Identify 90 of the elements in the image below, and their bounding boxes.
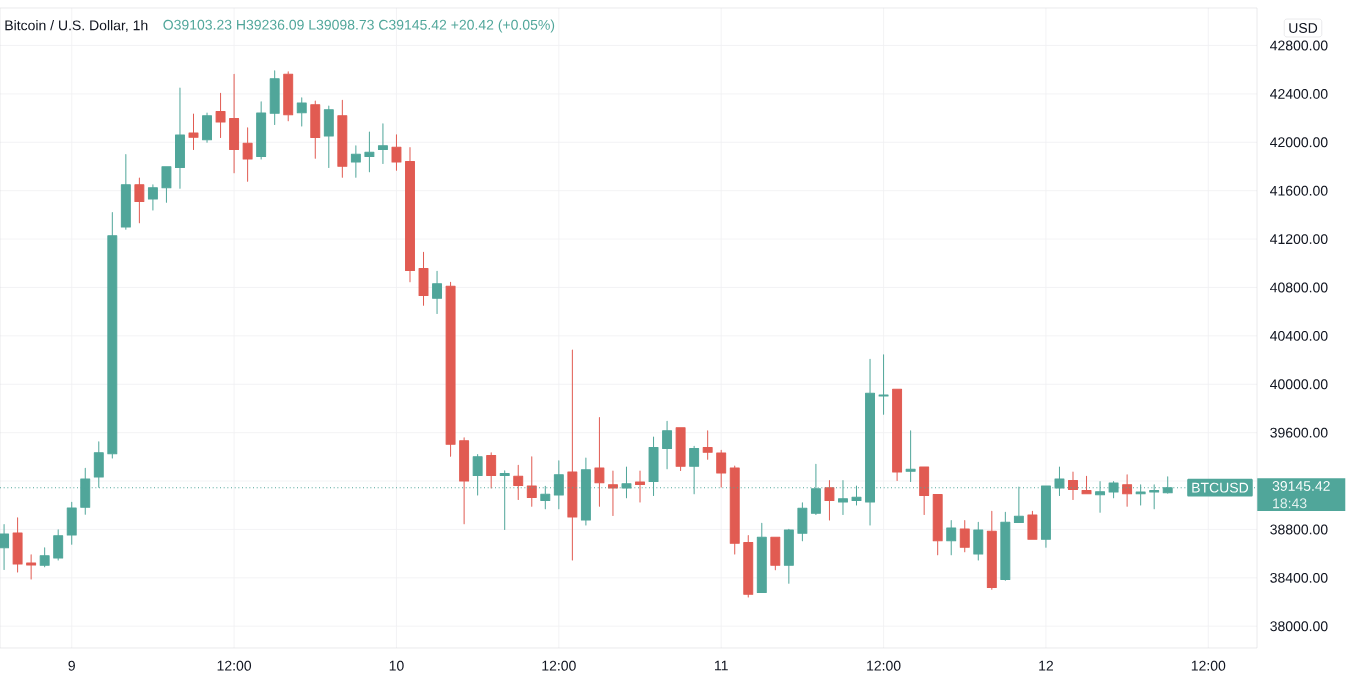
- x-tick-label: 12:00: [542, 660, 576, 671]
- candlestick: [350, 145, 361, 178]
- y-tick-label: 42800.00: [1270, 40, 1328, 51]
- candlestick: [1000, 511, 1011, 581]
- candlestick: [878, 354, 889, 415]
- candlestick: [377, 123, 388, 164]
- text: USD: [1289, 23, 1318, 33]
- candlestick: [134, 177, 145, 224]
- candlestick: [445, 281, 456, 457]
- candlestick: [1122, 474, 1133, 507]
- x-tick-label: 12:00: [217, 660, 252, 671]
- candlestick: [53, 529, 64, 561]
- candlestick: [391, 134, 402, 171]
- candlestick: [323, 105, 334, 169]
- x-tick-label: 9: [68, 660, 75, 671]
- candlestick: [824, 479, 835, 521]
- candlestick: [66, 501, 77, 545]
- y-tick-label: 38000.00: [1270, 621, 1328, 632]
- candlestick: [973, 521, 984, 561]
- text: O39103.23 H39236.09 L39098.73 C39145.42 +20.42 (+0.05%): [163, 19, 555, 33]
- candlestick: [567, 349, 578, 561]
- y-tick-label: 42400.00: [1270, 88, 1328, 99]
- y-tick-label: 39600.00: [1270, 427, 1328, 438]
- candlestick: [107, 211, 118, 459]
- candlestick: [729, 465, 740, 555]
- candlestick: [756, 522, 767, 594]
- y-tick-label: 38800.00: [1270, 524, 1328, 535]
- candlestick: [486, 452, 497, 489]
- y-tick-label: 40000.00: [1270, 379, 1328, 390]
- x-tick-label: 11: [715, 660, 728, 671]
- text: Bitcoin / U.S. Dollar, 1h: [5, 20, 148, 32]
- candlestick: [716, 449, 727, 488]
- y-tick-label: 42000.00: [1270, 137, 1328, 148]
- x-tick-label: 12:00: [867, 660, 901, 671]
- y-tick-label: 38400.00: [1270, 572, 1328, 583]
- y-tick-label: 41200.00: [1270, 234, 1328, 245]
- candlestick: [932, 493, 943, 556]
- candlestick: [269, 70, 280, 125]
- candlestick: [418, 251, 429, 306]
- x-tick-label: 12:00: [1191, 660, 1226, 671]
- candlestick: [0, 524, 10, 570]
- candlestick: [256, 101, 267, 160]
- text: 18:43: [1273, 498, 1307, 509]
- candlestick: [513, 464, 524, 500]
- candlestick: [283, 71, 294, 122]
- candlestick: [783, 528, 794, 584]
- candlestick: [188, 113, 199, 151]
- candlestick: [770, 536, 781, 571]
- candlestick: [946, 520, 957, 556]
- candlestick: [526, 456, 537, 507]
- candlestick: [905, 430, 916, 482]
- candlestick: [364, 131, 375, 173]
- candlestick: [986, 510, 997, 590]
- candlestick: [120, 153, 131, 230]
- candlestick: [635, 470, 645, 503]
- candlestick: [459, 437, 470, 525]
- candlestick: [1081, 475, 1092, 495]
- y-tick-label: 40800.00: [1270, 282, 1328, 293]
- candlestick: [432, 270, 443, 314]
- candlestick: [594, 416, 605, 507]
- x-tick-label: 12: [1039, 660, 1053, 671]
- candlestick: [26, 554, 37, 580]
- candlestick: [310, 100, 321, 159]
- candlestick: [337, 99, 348, 178]
- candlestick: [405, 146, 415, 283]
- y-tick-label: 40400.00: [1270, 330, 1328, 341]
- ref-line-label: BTCUSD: [1192, 482, 1249, 493]
- candlestick: [675, 427, 686, 471]
- candlestick: [215, 92, 226, 138]
- candlestick: [161, 166, 172, 203]
- candlestick: [1068, 471, 1078, 500]
- candlestick: [296, 97, 307, 127]
- candlestick: [1027, 510, 1038, 540]
- candlestick: [229, 73, 240, 174]
- x-tick-label: 10: [389, 660, 404, 671]
- candlestick: [12, 517, 23, 573]
- candlestick: [892, 388, 903, 481]
- candlestick: [175, 87, 185, 189]
- candlestick: [202, 112, 212, 143]
- candlestick: [39, 547, 50, 568]
- candlestick: [702, 430, 713, 460]
- candlestick: [959, 520, 970, 553]
- candlestick: [919, 466, 930, 516]
- candlestick: [797, 502, 808, 542]
- candlestick: [147, 184, 158, 211]
- y-tick-label: 41600.00: [1270, 185, 1328, 196]
- candlestick: [743, 535, 754, 598]
- text: 39145.42: [1272, 481, 1330, 491]
- candlestick: [662, 420, 673, 470]
- candlestick: [242, 127, 253, 182]
